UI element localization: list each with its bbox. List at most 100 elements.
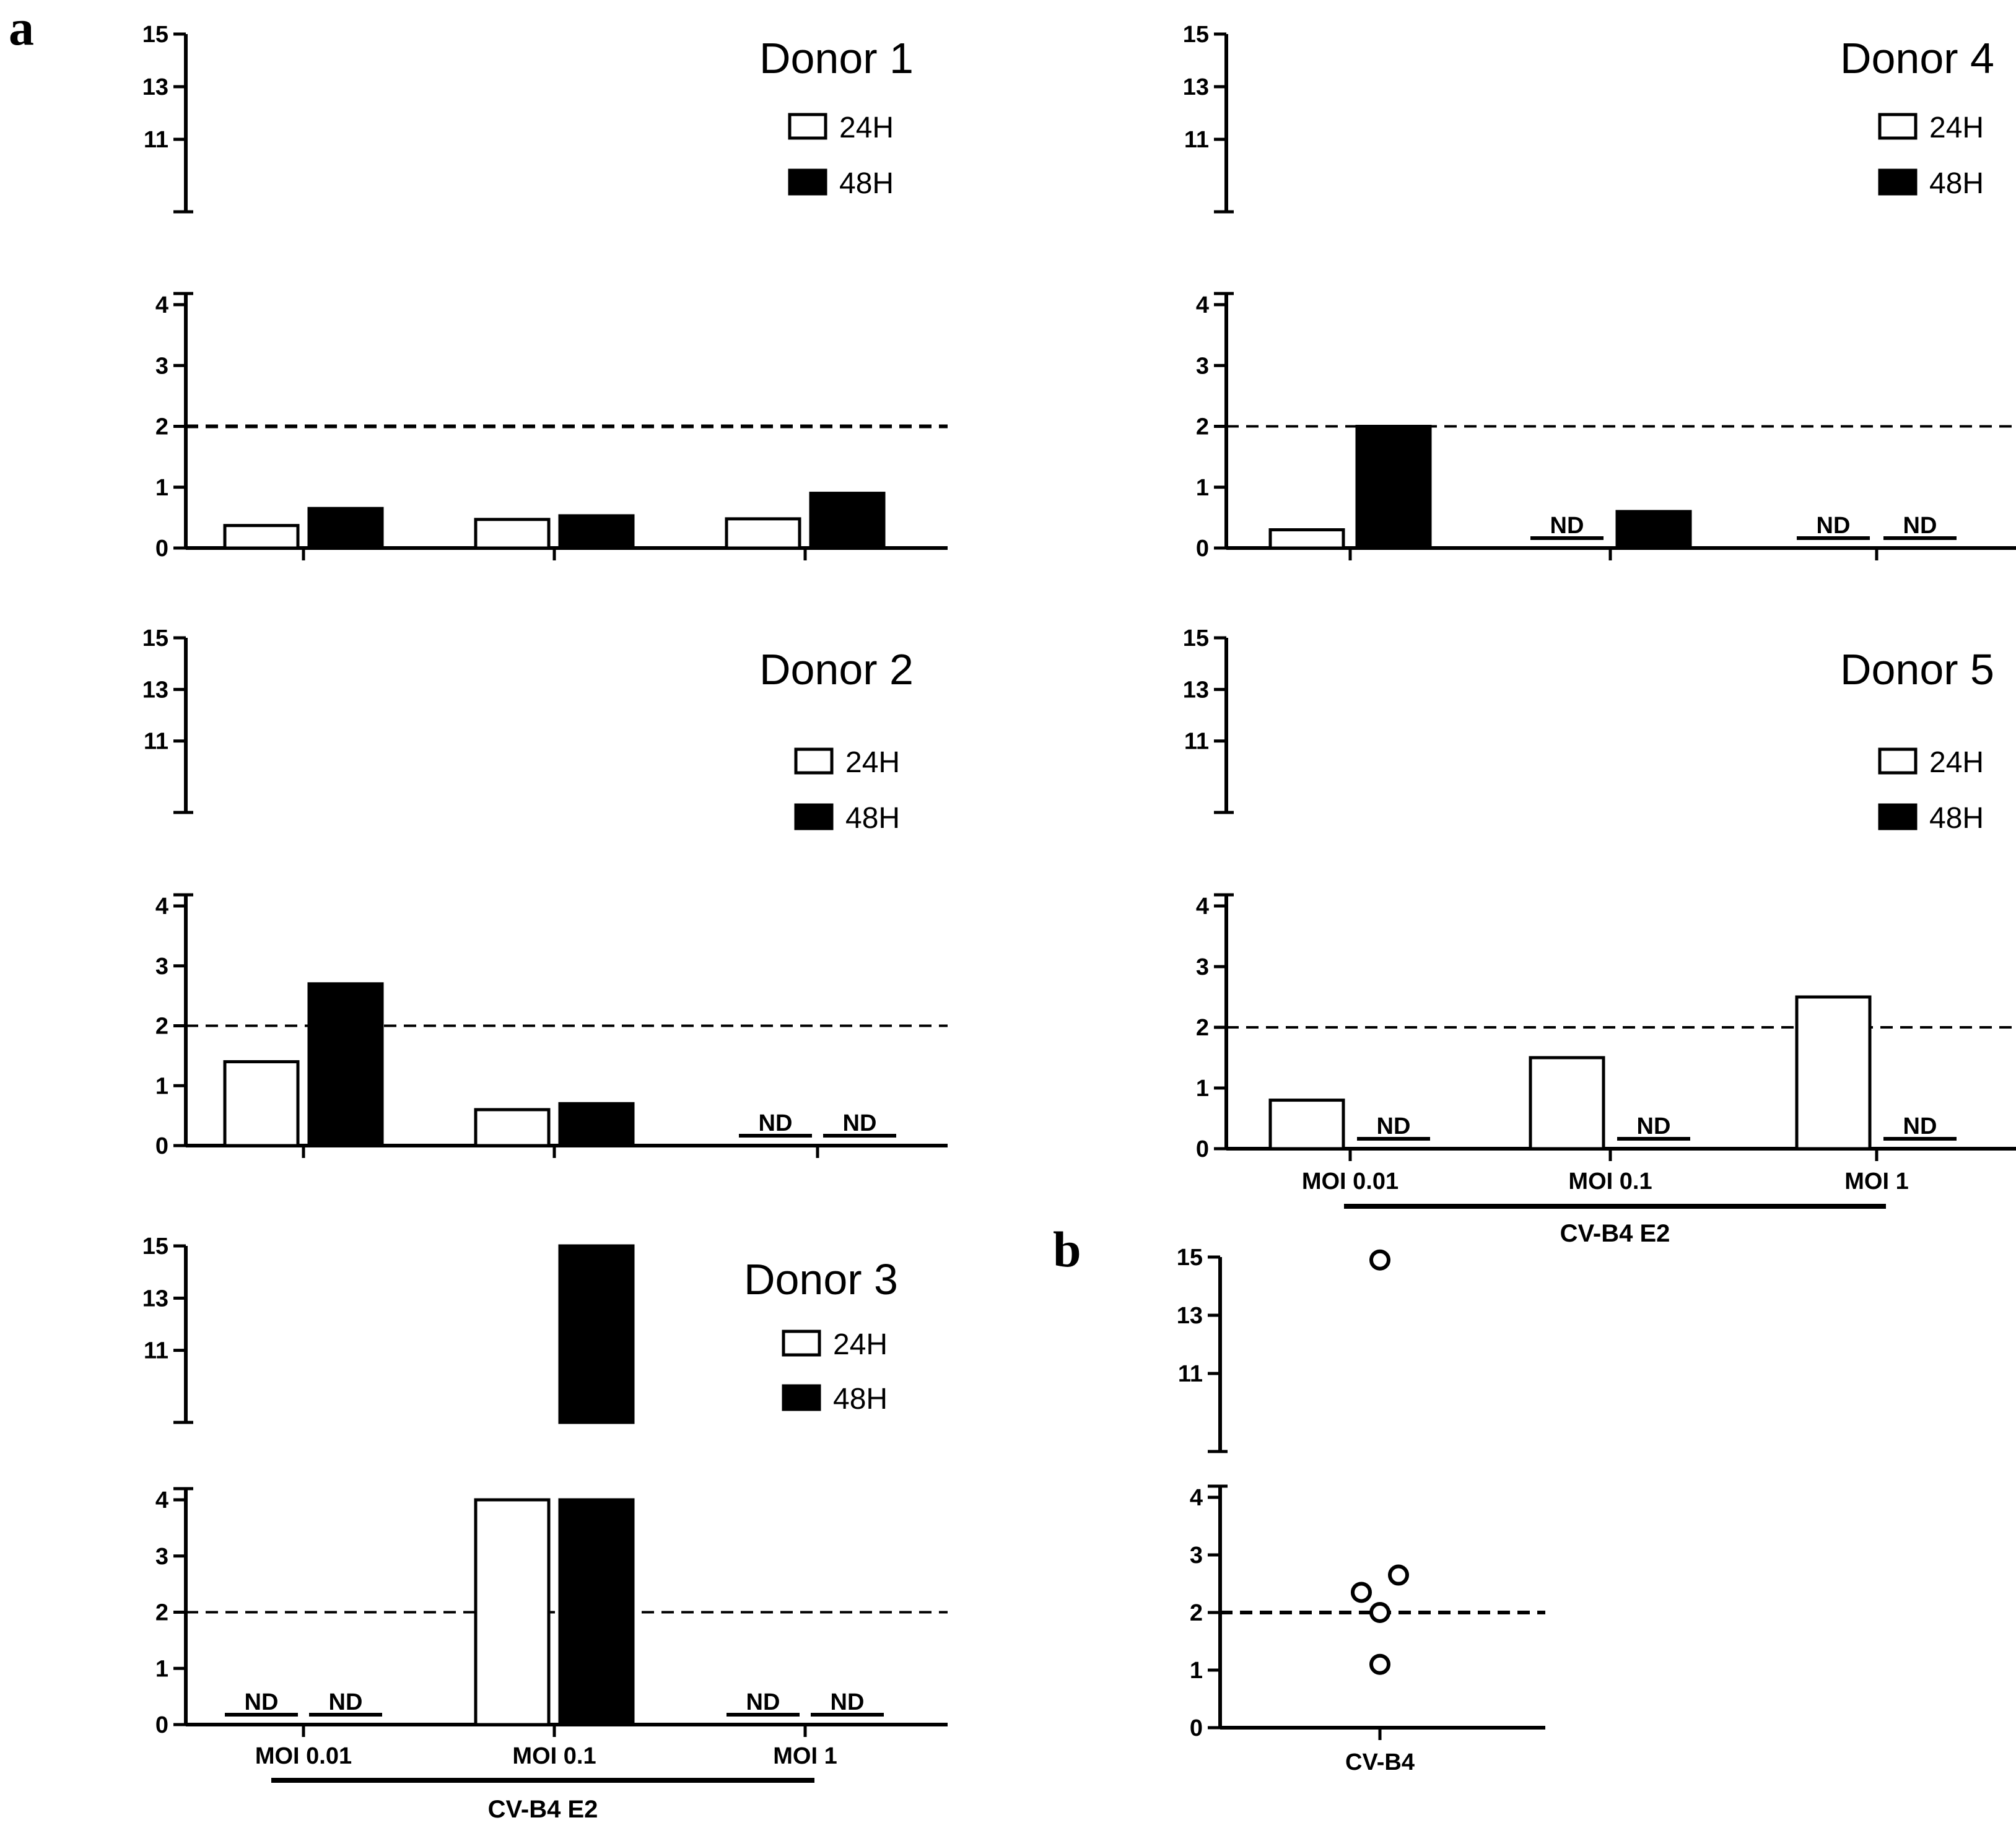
y-tick-label: 2 [1196,1015,1209,1041]
bar-24h-moi-0-1 [474,518,551,550]
bar-24h-moi-1 [725,517,801,550]
y-tick-label: 11 [144,127,168,153]
y-tick-label: 2 [1190,1600,1203,1626]
bar-24h-moi-0-1 [1529,1056,1605,1151]
y-tick-label: 15 [1177,1245,1203,1271]
y-tick-label: 15 [142,22,168,48]
legend-label-48h: 48H [839,167,894,200]
nd-label: ND [329,1689,363,1715]
panel-2: 0 1 2 3 4 11 13 15 Donor 2 24H 48H ND ND [142,625,948,1159]
y-tick-label: 3 [155,1544,168,1570]
chart-title: Donor 1 [759,34,914,82]
chart-title: Donor 3 [744,1255,898,1304]
bar-24h-moi-0-01 [223,524,300,550]
nd-label: ND [843,1110,877,1136]
legend-swatch-24h [794,747,834,775]
data-point [1369,1602,1390,1623]
x-category-label: CV-B4 [1345,1749,1415,1775]
x-category-label: MOI 0.1 [512,1743,596,1769]
y-tick-label: 0 [155,536,168,562]
nd-label: ND [831,1689,865,1715]
y-tick-label: 2 [155,1600,168,1626]
y-tick-label: 2 [155,414,168,440]
bar-48h-moi-1 [809,492,886,550]
y-tick-label: 4 [155,292,168,318]
panel-letter-b: b [1053,1221,1081,1277]
y-tick-label: 3 [1190,1543,1203,1569]
x-category-label: MOI 0.01 [1302,1169,1399,1195]
y-tick-label: 15 [1183,22,1209,48]
bar-48h-moi-0-01 [1355,425,1432,550]
panel-5: 0 1 2 3 4 11 13 15 Donor 5 24H 48H ND ND ND MOI 0.01 MO… [1183,625,2016,1247]
bar-24h-moi-0-01 [223,1060,300,1147]
nd-label: ND [245,1689,279,1715]
bar-48h-moi-0-01 [307,507,384,550]
y-tick-label: 4 [1196,894,1209,920]
nd-label: ND [759,1110,793,1136]
legend-label-24h: 24H [1929,746,1984,779]
y-tick-label: 4 [155,894,168,920]
bar-24h-moi-0-1 [474,1108,551,1147]
legend-swatch-24h [788,113,827,140]
data-point [1369,1653,1390,1675]
chart-title: Donor 5 [1840,645,1994,694]
y-tick-label: 0 [1196,1136,1209,1162]
data-point [1388,1564,1409,1586]
panel-letter-a: a [9,0,34,56]
nd-label: ND [1903,513,1937,539]
nd-label: ND [746,1689,780,1715]
y-tick-label: 11 [1184,127,1209,153]
data-point [1351,1582,1372,1603]
y-tick-label: 11 [1184,729,1209,755]
y-tick-label: 0 [1196,536,1209,562]
legend-label-48h: 48H [845,802,900,835]
bar-24h-moi-1 [1795,995,1872,1151]
panel-1: 0 1 2 3 4 11 13 15 Donor 1 24H 48H [142,22,948,562]
y-tick-label: 3 [1196,954,1209,980]
bar-48h-moi-0-1 [1615,510,1692,550]
y-tick-label: 4 [155,1487,168,1513]
chart-title: Donor 4 [1840,34,1994,82]
legend-swatch-48h [782,1384,821,1411]
legend-label-48h: 48H [1929,802,1984,835]
nd-label: ND [1377,1113,1411,1139]
legend-swatch-48h [788,168,827,196]
y-tick-label: 0 [1190,1715,1203,1741]
panel-6: 0 1 2 3 4 11 13 15 CV-B4 [1177,1245,1545,1775]
x-category-label: MOI 1 [773,1743,837,1769]
chart-title: Donor 2 [759,645,914,694]
legend-swatch-48h [1878,168,1918,196]
y-tick-label: 2 [155,1014,168,1040]
nd-label: ND [1550,513,1584,539]
y-tick-label: 13 [1177,1303,1203,1329]
bar-48h-moi-0-1 [558,514,635,550]
x-category-label: MOI 0.1 [1568,1169,1652,1195]
y-tick-label: 0 [155,1133,168,1159]
y-tick-label: 13 [1183,74,1209,100]
x-group-label: CV-B4 E2 [1560,1220,1670,1247]
bar-24h-moi-0-1 [474,1498,551,1726]
y-tick-label: 11 [144,1338,168,1364]
y-tick-label: 15 [142,1234,168,1260]
bar-48h-moi-0-1-lower [558,1498,635,1726]
x-category-label: MOI 1 [1844,1169,1908,1195]
y-tick-label: 1 [155,475,168,501]
y-tick-label: 1 [1190,1658,1203,1684]
legend-label-24h: 24H [833,1328,888,1361]
y-tick-label: 15 [1183,625,1209,651]
legend-swatch-48h [1878,803,1918,830]
panel-4: 0 1 2 3 4 11 13 15 Donor 4 24H 48H ND ND ND [1183,22,2016,562]
y-tick-label: 3 [155,353,168,379]
y-tick-label: 4 [1190,1485,1203,1511]
y-tick-label: 13 [142,677,168,703]
y-tick-label: 1 [155,1656,168,1682]
y-tick-label: 13 [142,1286,168,1312]
legend-label-24h: 24H [839,111,894,144]
legend-label-24h: 24H [1929,111,1984,144]
y-tick-label: 11 [144,729,168,755]
nd-label: ND [1637,1113,1671,1139]
x-group-label: CV-B4 E2 [488,1796,598,1823]
y-tick-label: 4 [1196,292,1209,318]
bar-24h-moi-0-01 [1268,528,1345,550]
legend-swatch-24h [1878,747,1918,775]
